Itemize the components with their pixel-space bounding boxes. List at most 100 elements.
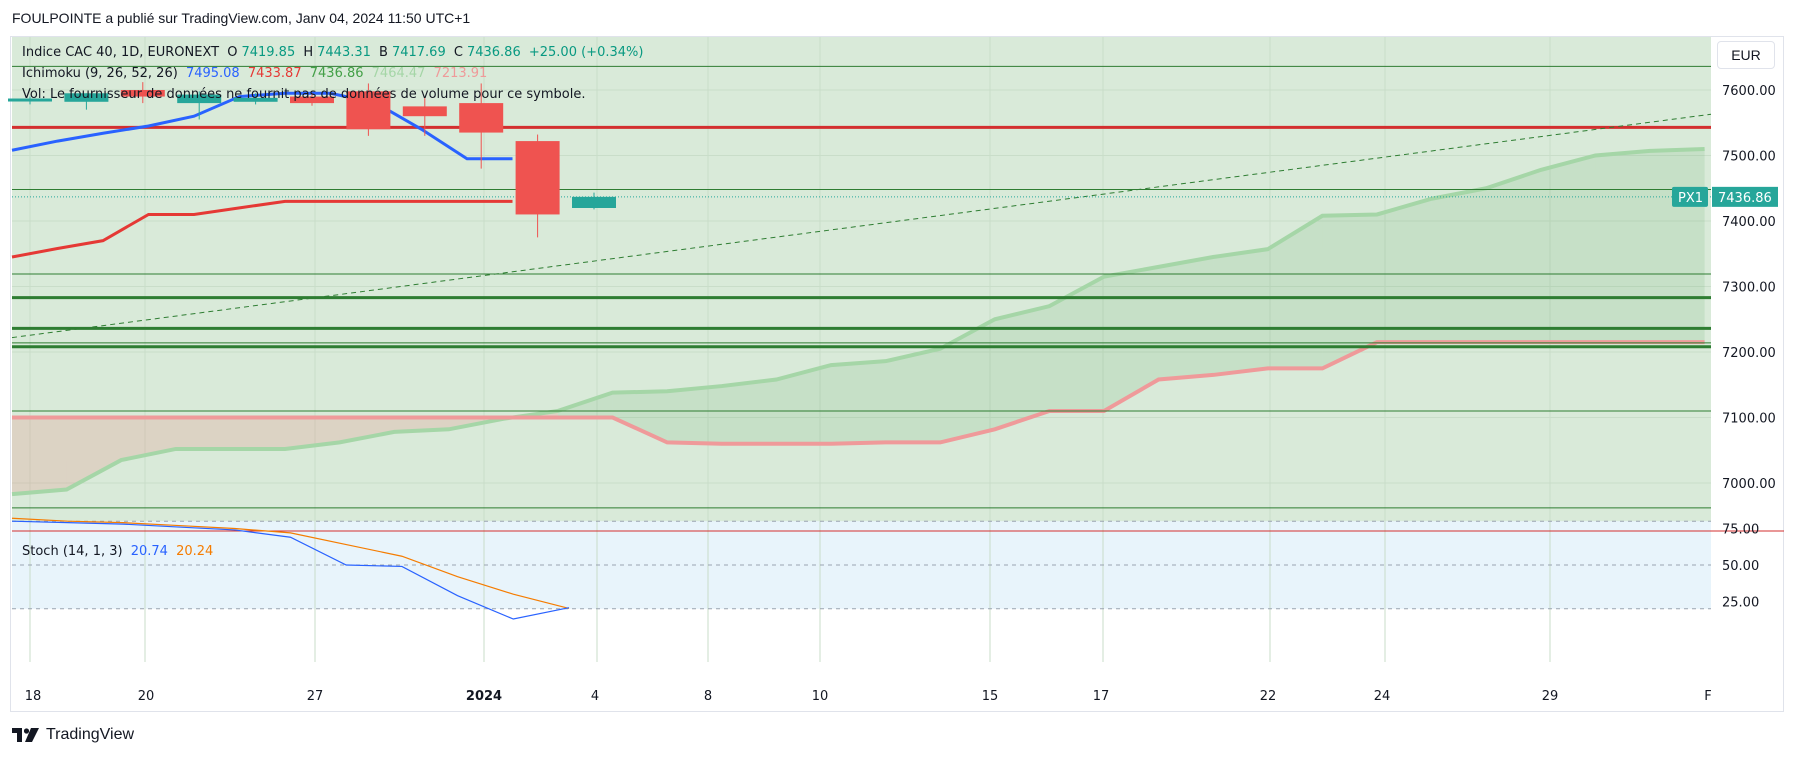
cloud-segment-18: [994, 306, 1050, 430]
cloud-segment-1: [66, 417, 122, 490]
legend-high-key: H: [303, 45, 314, 60]
legend-volume-note: Vol: Le fournisseur de données ne fourni…: [22, 87, 586, 102]
time-axis-label-10: 24: [1374, 689, 1391, 704]
cloud-segment-6: [339, 417, 395, 443]
stoch-d-line: [11, 517, 570, 610]
cloud-segment-16: [885, 348, 941, 443]
legend-close-key: C: [453, 45, 463, 60]
cloud-segment-21: [1158, 257, 1214, 380]
span-b-line: [12, 340, 1705, 446]
price-axis-label-0: 7600.00: [1722, 84, 1776, 99]
time-axis-label-9: 22: [1260, 689, 1277, 704]
legend-ichimoku-row: Ichimoku (9, 26, 52, 26) 7495.08 7433.87…: [22, 66, 491, 81]
time-axis-label-2: 27: [307, 689, 324, 704]
legend-low-key: B: [379, 45, 388, 60]
legend-volume-row: Vol: Le fournisseur de données ne fourni…: [22, 87, 589, 102]
legend-span-b-value: 7213.91: [433, 66, 488, 81]
legend-instrument: Indice CAC 40, 1D, EURONEXT: [22, 45, 220, 60]
time-axis-label-12: F: [1704, 689, 1711, 704]
candle-body-3: [177, 94, 222, 104]
cloud-segment-3: [175, 417, 231, 449]
price-axis-label-2: 7400.00: [1722, 215, 1776, 230]
cloud-segment-15: [831, 361, 886, 444]
cloud-segment-20: [1104, 266, 1159, 411]
candle-body-7: [402, 106, 447, 117]
tradingview-footer[interactable]: TradingView: [12, 726, 134, 744]
price-axis-label-5: 7100.00: [1722, 412, 1776, 427]
cloud-segment-25: [1377, 198, 1432, 343]
time-axis-label-8: 17: [1093, 689, 1110, 704]
cloud-segment-22: [1213, 249, 1268, 375]
price-axis-label-4: 7200.00: [1722, 346, 1776, 361]
price-axis-label-6: 7000.00: [1722, 477, 1776, 492]
span-a-line: [11, 146, 1705, 497]
legend-change: +25.00 (+0.34%): [528, 45, 644, 60]
chart-frame: [10, 36, 1784, 712]
time-axis-label-4: 4: [591, 689, 599, 704]
tradingview-logo-icon: [12, 728, 39, 742]
cloud-segment-4: [230, 417, 285, 449]
cloud-segment-28: [1540, 155, 1596, 343]
price-tag-px1: PX1: [1678, 191, 1703, 206]
price-tag-px1-bg: [1672, 186, 1708, 207]
legend-close-value: 7436.86: [466, 45, 521, 60]
legend-stoch-k-value: 20.74: [130, 544, 168, 559]
legend-chikou-value: 7436.86: [309, 66, 364, 81]
legend-instrument-row: Indice CAC 40, 1D, EURONEXT O 7419.85 H 74…: [22, 45, 647, 60]
cloud-segment-30: [1650, 148, 1705, 343]
legend-low-value: 7417.69: [391, 45, 446, 60]
candle-body-8: [459, 103, 504, 133]
legend-open-key: O: [227, 45, 238, 60]
cloud-segment-26: [1431, 188, 1487, 343]
kijun-line: [11, 199, 513, 259]
time-axis-label-7: 15: [982, 689, 999, 704]
stoch-k-line: [11, 520, 570, 620]
cloud-segment-11: [612, 391, 668, 443]
legend-open-value: 7419.85: [241, 45, 296, 60]
tenkan-line: [11, 91, 513, 161]
tradingview-brand-label: TradingView: [46, 726, 135, 743]
candle-body-5: [290, 96, 334, 104]
stoch-axis-label-2: 25.00: [1722, 596, 1759, 611]
cloud-segment-13: [721, 379, 777, 444]
legend-stoch-d-value: 20.24: [176, 544, 214, 559]
stoch-axis-label-1: 50.00: [1722, 559, 1759, 574]
candle-body-9: [515, 141, 560, 215]
candle-body-6: [346, 91, 391, 130]
legend-span-a-value: 7464.47: [371, 66, 426, 81]
time-axis-label-3: 2024: [466, 689, 502, 704]
cloud-segment-29: [1595, 150, 1650, 343]
cloud-segment-17: [940, 319, 995, 443]
time-axis-label-5: 8: [704, 689, 712, 704]
currency-selector-button[interactable]: EUR: [1717, 41, 1775, 69]
candle-body-0: [8, 98, 52, 102]
stoch-axis-label-0: 75.00: [1722, 523, 1759, 538]
candle-body-2: [120, 90, 165, 97]
publisher-line: FOULPOINTE a publié sur TradingView.com,…: [12, 10, 471, 26]
legend-stoch-row: Stoch (14, 1, 3) 20.74 20.24: [22, 544, 217, 559]
legend-high-value: 7443.31: [317, 45, 371, 60]
cloud-segment-14: [776, 365, 831, 444]
legend-stoch-label: Stoch (14, 1, 3): [22, 544, 123, 559]
cloud-segment-0: [12, 417, 67, 495]
last-price-label-bg: [1712, 186, 1778, 207]
last-price-label: 7436.86: [1718, 191, 1772, 206]
time-axis-label-11: 29: [1542, 689, 1559, 704]
time-axis-label-1: 20: [138, 689, 155, 704]
price-axis-label-1: 7500.00: [1722, 150, 1776, 165]
time-axis-label-0: 18: [25, 689, 42, 704]
legend-kijun-value: 7433.87: [247, 66, 302, 81]
time-axis-label-6: 10: [812, 689, 829, 704]
legend-tenkan-value: 7495.08: [185, 66, 240, 81]
cloud-segment-19: [1049, 276, 1104, 411]
price-axis-label-3: 7300.00: [1722, 281, 1776, 296]
candle-body-4: [233, 97, 278, 102]
cloud-segment-5: [285, 417, 340, 449]
legend-ichimoku-label: Ichimoku (9, 26, 52, 26): [22, 66, 178, 81]
candle-body-10: [572, 196, 616, 208]
candle-body-1: [64, 93, 109, 102]
cloud-segment-27: [1486, 169, 1541, 343]
cloud-segment-2: [121, 417, 176, 461]
cloud-segment-12: [667, 386, 722, 444]
